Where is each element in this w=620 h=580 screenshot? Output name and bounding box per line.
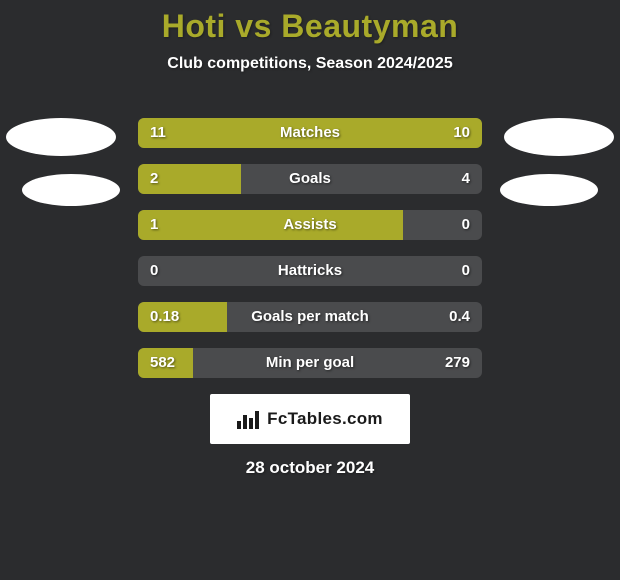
page-title: Hoti vs Beautyman xyxy=(0,0,620,45)
date-line: 28 october 2024 xyxy=(0,458,620,478)
brand-text: FcTables.com xyxy=(267,409,383,429)
stat-fill-left xyxy=(138,118,317,148)
stat-row: 2Goals4 xyxy=(138,164,482,194)
stat-row: 582Min per goal279 xyxy=(138,348,482,378)
stat-row: 11Matches10 xyxy=(138,118,482,148)
brand-badge: FcTables.com xyxy=(210,394,410,444)
stat-row: 0.18Goals per match0.4 xyxy=(138,302,482,332)
comparison-chart: 11Matches102Goals41Assists00Hattricks00.… xyxy=(138,118,482,378)
stat-value-left: 0 xyxy=(150,256,158,286)
page-subtitle: Club competitions, Season 2024/2025 xyxy=(0,55,620,73)
stat-fill-left xyxy=(138,302,227,332)
stat-label: Hattricks xyxy=(138,256,482,286)
stat-fill-left xyxy=(138,210,403,240)
bars-icon xyxy=(237,409,259,429)
stat-value-right: 0 xyxy=(462,210,470,240)
stat-value-right: 279 xyxy=(445,348,470,378)
stat-value-right: 4 xyxy=(462,164,470,194)
stat-row: 0Hattricks0 xyxy=(138,256,482,286)
stat-fill-left xyxy=(138,164,241,194)
stat-row: 1Assists0 xyxy=(138,210,482,240)
stat-value-right: 0.4 xyxy=(449,302,470,332)
stat-value-right: 0 xyxy=(462,256,470,286)
stat-fill-right xyxy=(317,118,482,148)
stat-fill-left xyxy=(138,348,193,378)
